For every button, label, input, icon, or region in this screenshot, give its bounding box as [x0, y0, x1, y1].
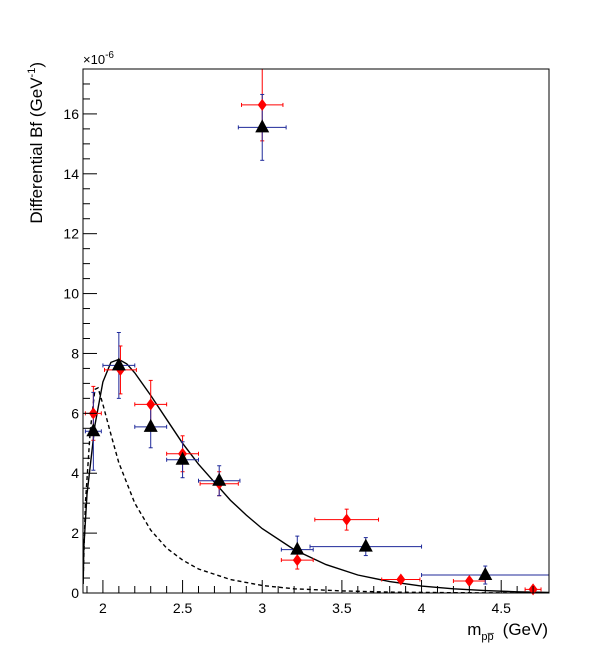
- plot-frame: [82, 68, 550, 594]
- y-multiplier: ×10-6: [83, 50, 114, 67]
- x-tick-label: 2.5: [173, 600, 193, 616]
- data-point-diamond: [342, 513, 352, 526]
- y-multiplier-exponent: -6: [105, 50, 114, 61]
- y-axis-label-close: ): [27, 62, 46, 68]
- y-tick-label: 6: [71, 405, 79, 421]
- data-point-triangle: [478, 567, 493, 581]
- data-point-triangle: [290, 541, 305, 555]
- data-point-diamond: [257, 98, 267, 111]
- y-axis-label: Differential Bf (GeV-1): [26, 62, 46, 224]
- x-tick-label: 4: [418, 600, 426, 616]
- x-axis-label-sub: pp̅: [481, 631, 494, 643]
- y-tick-label: 16: [63, 106, 79, 122]
- curves-layer: [83, 358, 549, 593]
- y-axis-label-text: Differential Bf (GeV: [27, 77, 46, 224]
- y-tick-label: 12: [63, 226, 79, 242]
- x-tick-label: 4.5: [491, 600, 511, 616]
- data-point-triangle: [143, 418, 158, 432]
- markers-layer: [86, 98, 538, 596]
- data-point-triangle: [255, 119, 270, 133]
- x-axis-label: mpp̅ (GeV): [467, 620, 548, 643]
- x-axis-label-unit: (GeV): [503, 620, 548, 639]
- y-tick-label: 4: [71, 465, 79, 481]
- data-point-diamond: [464, 575, 474, 588]
- y-axis-label-sup: -1: [26, 68, 38, 78]
- y-tick-label: 0: [71, 585, 79, 601]
- y-tick-label: 10: [63, 286, 79, 302]
- y-tick-label: 14: [63, 166, 79, 182]
- data-point-diamond: [292, 554, 302, 567]
- y-tick-label: 8: [71, 345, 79, 361]
- data-point-triangle: [212, 472, 227, 486]
- y-tick-label: 2: [71, 525, 79, 541]
- dashed-curve: [83, 386, 549, 593]
- data-point-triangle: [358, 538, 373, 552]
- x-axis-label-text: m: [467, 620, 481, 639]
- x-tick-label: 3: [258, 600, 266, 616]
- data-point-diamond: [146, 398, 156, 411]
- tick-labels-layer: 2 2.5 3 3.5 4 4.5 0 2 4 6 8 10 12 14 16: [63, 106, 511, 616]
- data-point-diamond: [396, 573, 406, 586]
- x-tick-label: 2: [99, 600, 107, 616]
- ticks-layer: [83, 68, 550, 594]
- x-tick-label: 3.5: [332, 600, 352, 616]
- data-point-triangle: [111, 357, 126, 371]
- error-bars-layer: [84, 68, 550, 592]
- y-multiplier-base: ×10: [83, 52, 105, 67]
- data-point-triangle: [86, 423, 101, 437]
- fit-curve: [83, 358, 549, 593]
- data-point-triangle: [175, 451, 190, 465]
